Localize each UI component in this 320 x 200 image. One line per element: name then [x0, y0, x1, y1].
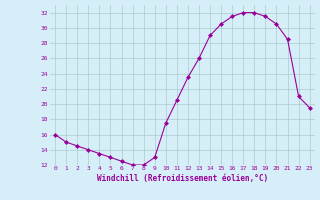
- X-axis label: Windchill (Refroidissement éolien,°C): Windchill (Refroidissement éolien,°C): [97, 174, 268, 183]
